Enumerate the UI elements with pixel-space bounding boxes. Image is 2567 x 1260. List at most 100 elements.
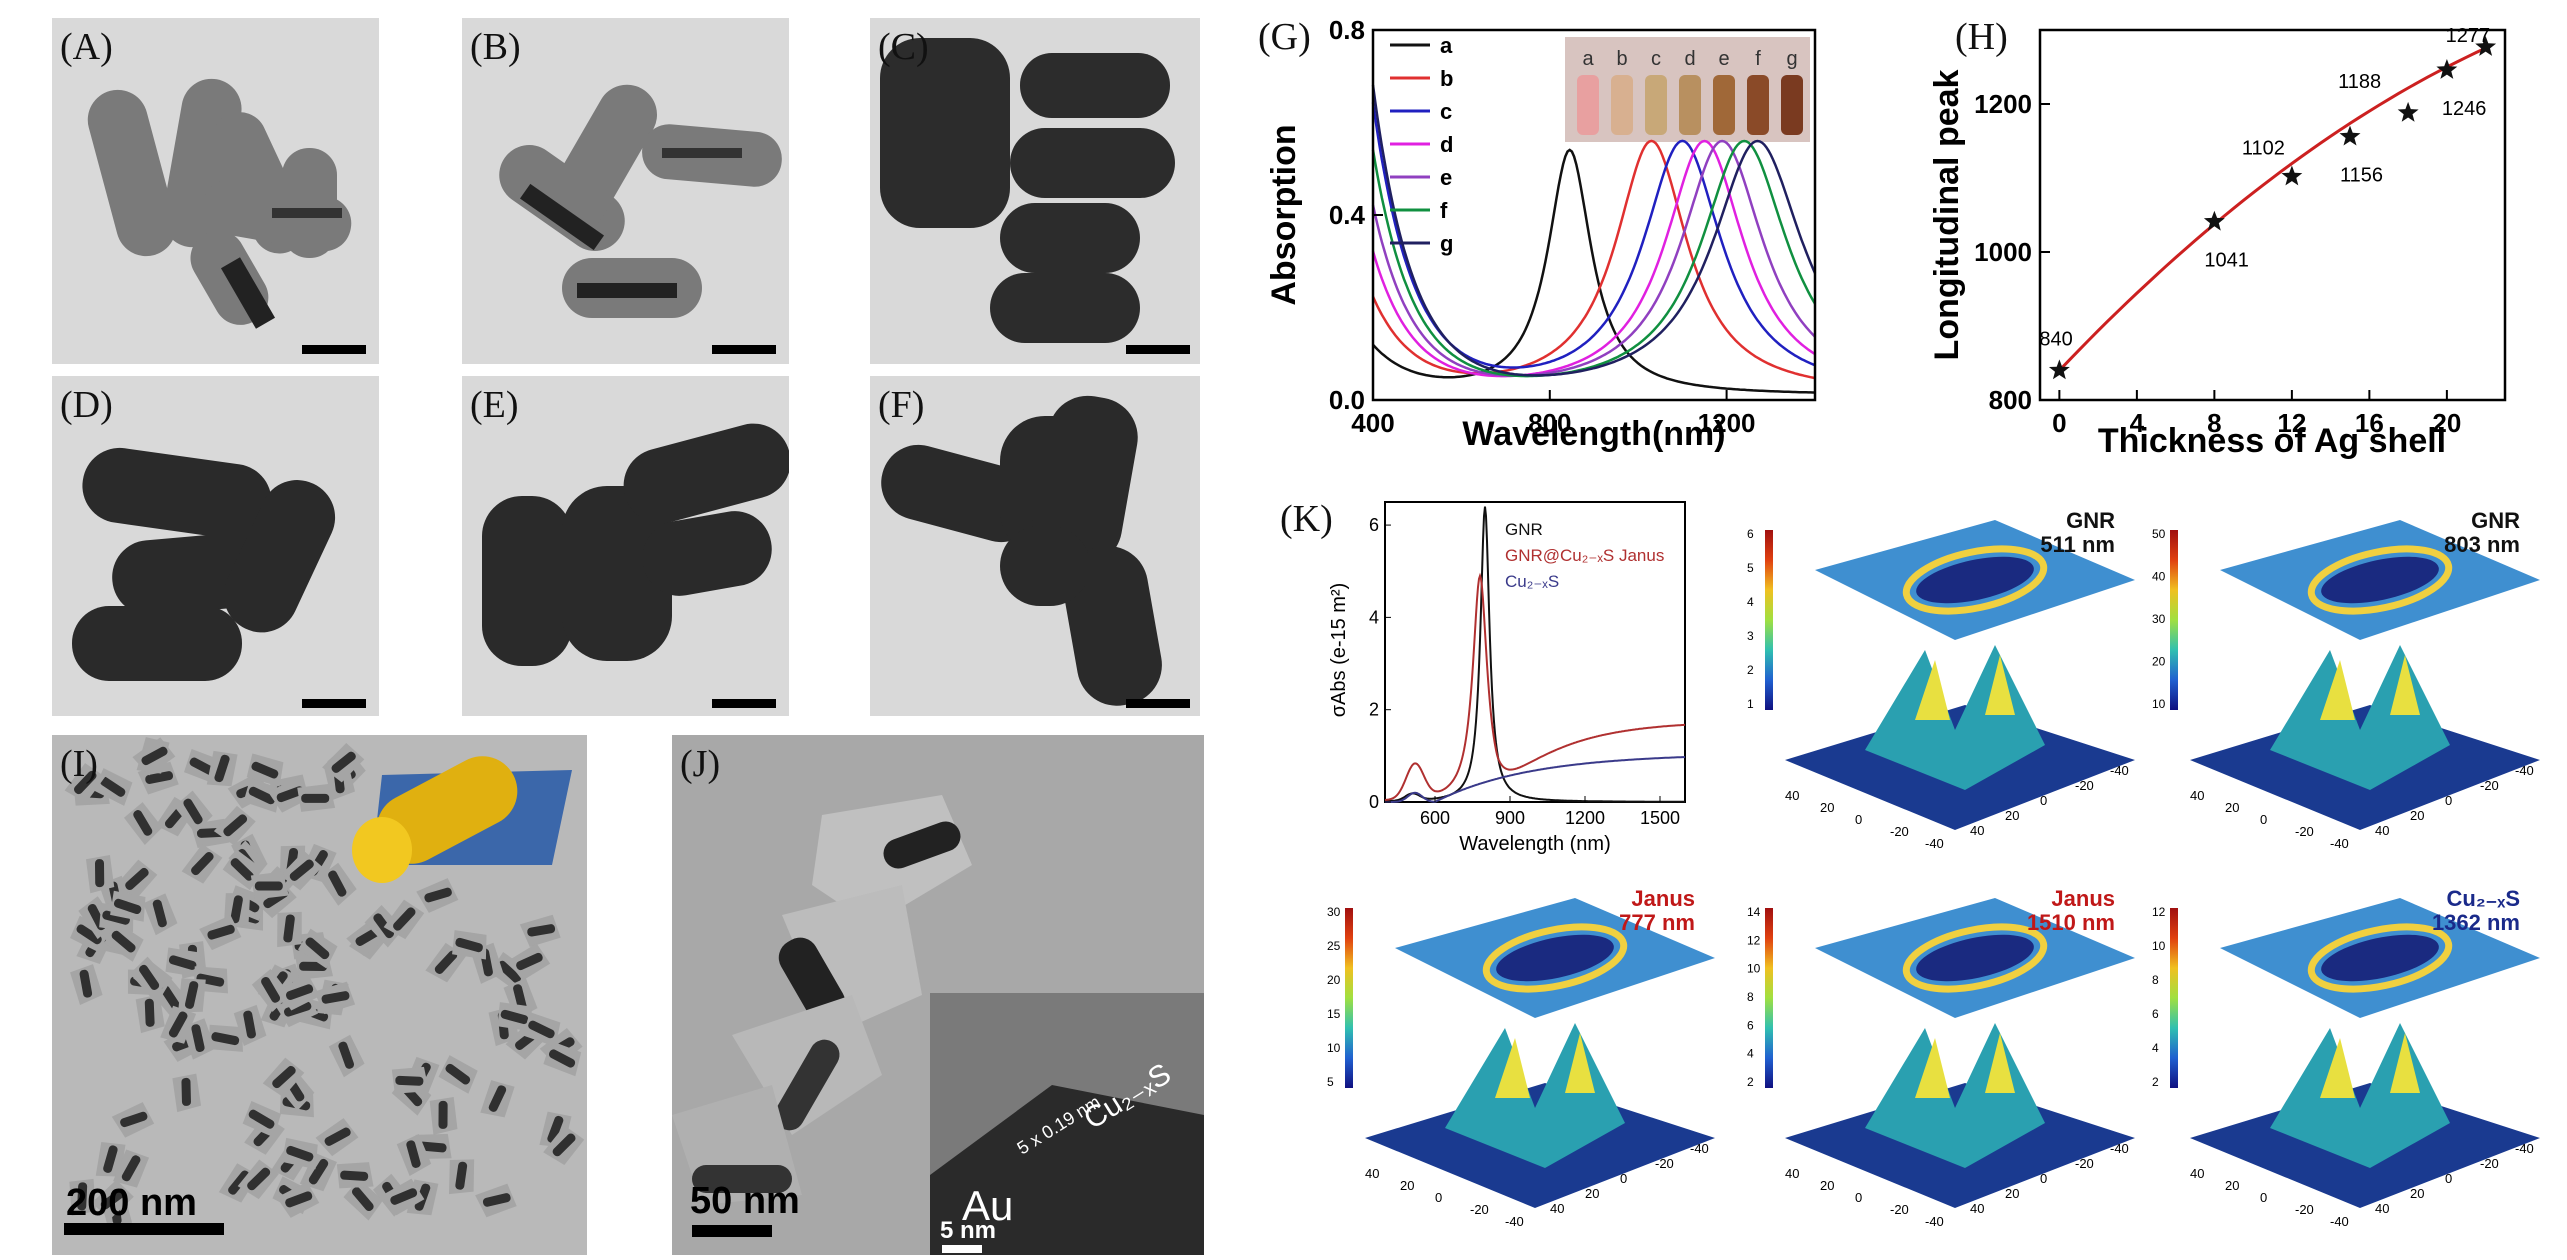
vial-c	[1645, 75, 1667, 135]
gold-nanorod	[207, 924, 235, 940]
gold-nanorod	[284, 1001, 312, 1017]
map-axis-tick: 20	[1820, 1178, 1834, 1193]
x-tick-label-h: 12	[2277, 408, 2306, 438]
chart-h: 840 1041 1102 1156 1188 1246 1277 0 4 8 12 16 20 800…	[1928, 25, 2507, 460]
map-axis-tick: -20	[2075, 1156, 2094, 1171]
colorbar-tick: 25	[1327, 939, 1341, 953]
legend-label-k-1: GNR@Cu₂₋ₓS Janus	[1505, 546, 1664, 565]
colorbar-tick: 4	[1747, 595, 1754, 609]
gold-nanorod	[100, 1188, 126, 1210]
tem-image-d	[72, 447, 336, 681]
panel-label-j: (J)	[680, 743, 721, 785]
map-wavelength: 777 nm	[1619, 910, 1695, 935]
panel-label-b: (B)	[470, 26, 521, 68]
data-label-h: 1188	[2338, 71, 2381, 93]
gold-nanorod	[230, 895, 243, 924]
colorbar-tick: 4	[1747, 1047, 1754, 1061]
data-points-h: 840 1041 1102 1156 1188 1246 1277	[2039, 25, 2497, 380]
vial-label-c: c	[1651, 48, 1661, 70]
colorbar-tick: 20	[1327, 973, 1341, 987]
data-label-h: 1246	[2442, 98, 2487, 120]
map-axis-tick: 0	[2260, 812, 2267, 827]
y-tick-label-k: 2	[1369, 700, 1379, 720]
x-tick-label-k: 600	[1420, 808, 1450, 828]
y-tick-label-k: 4	[1369, 607, 1379, 627]
colorbar-tick: 15	[1327, 1007, 1341, 1021]
vial-a	[1577, 75, 1599, 135]
map-title: Janus	[2051, 886, 2115, 911]
legend-label-k-2: Cu₂₋ₓS	[1505, 572, 1559, 591]
gold-nanorod	[102, 910, 130, 925]
gold-nanorod	[168, 1011, 188, 1038]
map-axis-tick: 20	[1585, 1186, 1599, 1201]
gold-nanorod	[406, 1140, 421, 1168]
vial-label-f: f	[1755, 48, 1761, 70]
map-axis-tick: -20	[2295, 1202, 2314, 1217]
tem-image-b	[499, 84, 782, 318]
hotspot-ring	[1902, 545, 2048, 615]
vial-b	[1611, 75, 1633, 135]
gold-nanorod	[189, 757, 216, 776]
gold-nanorod	[418, 1141, 447, 1153]
colorbar-tick: 2	[1747, 663, 1754, 677]
chart-k: 600 900 1200 1500 0 2 4 6 GNR GNR@Cu₂₋ₓS Janus Cu…	[1328, 501, 1686, 855]
panel-label-i: (I)	[60, 743, 98, 785]
tem-panel-b: (B)	[462, 18, 789, 364]
gold-nanorod	[272, 1065, 296, 1089]
vial-label-g: g	[1786, 48, 1797, 70]
gold-nanorod	[482, 1193, 511, 1207]
x-tick-label-g: 800	[1528, 408, 1571, 438]
colorbar-tick: 50	[2152, 527, 2166, 541]
gold-nanorod	[94, 859, 105, 888]
gold-nanorod	[111, 930, 136, 953]
colorbar-tick: 2	[1747, 1075, 1754, 1089]
vial-label-d: d	[1684, 48, 1695, 70]
particle-outline	[2321, 556, 2439, 604]
y-tick-label-g: 0.0	[1329, 385, 1365, 415]
map-axis-tick: -20	[2075, 778, 2094, 793]
map-axis-tick: 20	[2005, 1186, 2019, 1201]
map-wavelength: 511 nm	[2040, 532, 2115, 557]
map-axis-tick: 20	[1820, 800, 1834, 815]
gold-nanorod	[133, 810, 153, 836]
surface-peak-hi	[1915, 660, 1950, 720]
scale-label-j: 50 nm	[690, 1180, 800, 1222]
gold-nanorod	[251, 761, 279, 779]
gold-nanorod	[77, 1182, 88, 1211]
gold-nanorod	[283, 914, 295, 943]
y-tick-label-k: 6	[1369, 515, 1379, 535]
gold-nanorod	[120, 1111, 148, 1128]
spectrum-a	[1372, 148, 1815, 394]
colorbar-tick: 12	[2152, 905, 2166, 919]
gold-nanorod	[125, 867, 149, 891]
panel-label-d: (D)	[60, 384, 113, 426]
surface-peak-hi	[1915, 1038, 1950, 1098]
map-title: GNR	[2471, 508, 2520, 533]
gold-nanorod	[74, 770, 97, 795]
field-map-cu1362: 12 10 8 6 4 2 40 40 20 20 0 0 -20 -20 -40 -40 Cu₂₋ₓS1362…	[2152, 886, 2540, 1229]
gold-nanorod	[301, 793, 330, 803]
x-axis-label-g: Wavelength(nm)	[1462, 415, 1725, 453]
gold-nanorod	[79, 969, 93, 998]
x-tick-label-k: 900	[1495, 808, 1525, 828]
y-axis-label-g: Absorption	[1265, 124, 1303, 305]
gold-nanorod	[285, 984, 314, 1000]
vial-f	[1747, 75, 1769, 135]
gold-nanorod	[331, 751, 356, 773]
gold-nanorod	[211, 1032, 240, 1046]
map-axis-tick: -20	[1655, 1156, 1674, 1171]
surface-peak-hi	[2390, 1033, 2420, 1093]
gold-nanorod	[438, 1100, 448, 1129]
y-tick-label-h: 1000	[1974, 237, 2032, 267]
colorbar-tick: 30	[2152, 612, 2166, 626]
gold-nanorod	[324, 1127, 351, 1146]
tem-image-c	[880, 38, 1175, 343]
surface-peak-hi	[1565, 1033, 1595, 1093]
map-axis-tick: 0	[1620, 1171, 1627, 1186]
map-axis-tick: 0	[2445, 793, 2452, 808]
gold-nanorod	[160, 985, 181, 1011]
